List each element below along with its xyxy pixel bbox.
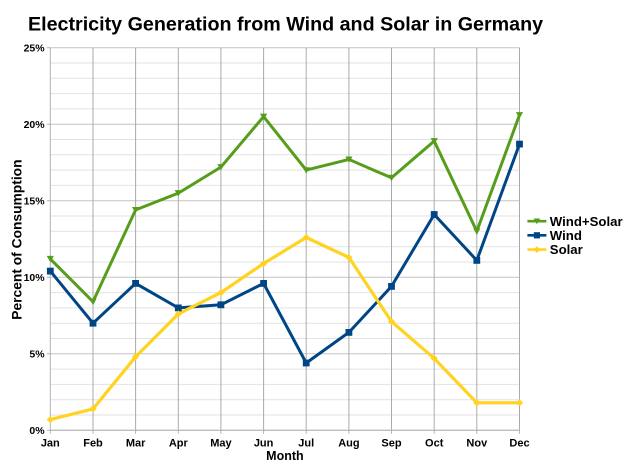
svg-text:Percent of Consumption: Percent of Consumption: [10, 159, 25, 319]
svg-text:Sep: Sep: [381, 438, 401, 450]
svg-text:Month: Month: [266, 449, 303, 463]
svg-text:5%: 5%: [29, 348, 45, 360]
svg-text:Jan: Jan: [41, 438, 60, 450]
svg-text:Mar: Mar: [126, 438, 146, 450]
svg-text:Aug: Aug: [338, 438, 359, 450]
svg-text:Jul: Jul: [298, 438, 314, 450]
svg-text:May: May: [210, 438, 232, 450]
svg-text:Jun: Jun: [254, 438, 274, 450]
svg-text:Oct: Oct: [425, 438, 444, 450]
svg-text:Nov: Nov: [466, 438, 488, 450]
svg-text:0%: 0%: [29, 425, 45, 437]
svg-text:10%: 10%: [24, 272, 46, 284]
svg-text:Dec: Dec: [509, 438, 529, 450]
svg-text:Electricity Generation from Wi: Electricity Generation from Wind and Sol…: [28, 13, 543, 35]
svg-text:Solar: Solar: [550, 242, 583, 257]
svg-text:Wind+Solar: Wind+Solar: [550, 214, 623, 229]
svg-text:Apr: Apr: [169, 438, 189, 450]
svg-text:Feb: Feb: [83, 438, 103, 450]
svg-text:15%: 15%: [24, 195, 46, 207]
svg-text:25%: 25%: [24, 42, 46, 54]
svg-text:Wind: Wind: [550, 228, 582, 243]
svg-text:20%: 20%: [24, 119, 46, 131]
